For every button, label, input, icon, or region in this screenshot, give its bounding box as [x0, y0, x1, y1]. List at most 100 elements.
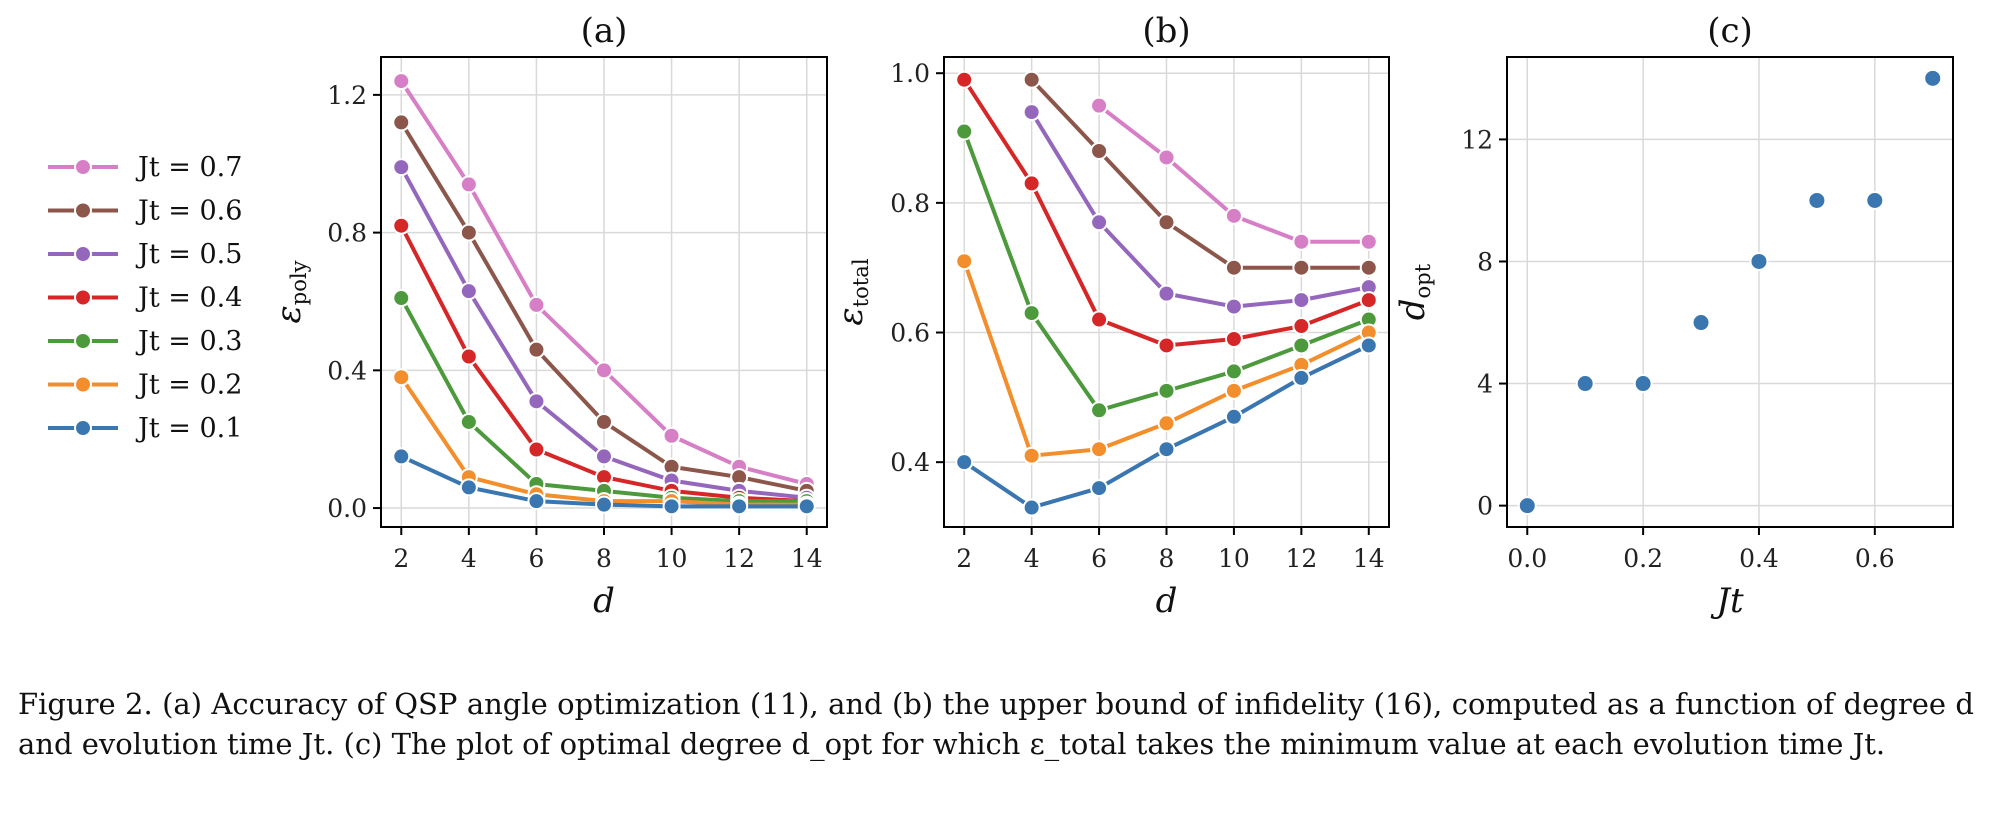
- data-point: [1022, 446, 1041, 465]
- x-axis-label: d: [1156, 581, 1178, 621]
- data-point: [1090, 142, 1109, 160]
- data-point: [1575, 374, 1595, 394]
- data-point: [662, 497, 681, 516]
- data-point: [955, 453, 974, 472]
- y-tick-label: 0.4: [327, 356, 367, 385]
- y-tick-label: 8: [1477, 247, 1493, 276]
- data-point: [1923, 68, 1943, 88]
- x-tick-label: 6: [528, 544, 544, 573]
- legend-label: Jt = 0.2: [135, 370, 242, 401]
- y-axis-label: dopt: [1393, 263, 1435, 320]
- data-point: [1807, 190, 1827, 210]
- data-point: [1224, 381, 1243, 400]
- data-point: [1157, 440, 1176, 459]
- data-point: [527, 295, 546, 314]
- data-point: [1292, 258, 1311, 277]
- x-axis-label: Jt: [1710, 581, 1744, 621]
- data-point: [1224, 330, 1243, 348]
- data-point: [392, 158, 411, 177]
- x-tick-label: 8: [596, 544, 612, 573]
- legend: Jt = 0.7 Jt = 0.6 Jt = 0.5 Jt = 0.4 Jt = 0.3…: [48, 152, 242, 444]
- data-point: [527, 440, 546, 459]
- legend-swatch-marker: [74, 332, 92, 350]
- legend-label: Jt = 0.6: [135, 196, 242, 227]
- data-point: [1157, 284, 1176, 303]
- data-point: [1022, 103, 1041, 122]
- data-point: [1090, 310, 1109, 329]
- panel-title: (c): [1707, 11, 1753, 51]
- legend-label: Jt = 0.5: [135, 239, 242, 270]
- data-point: [1292, 317, 1311, 336]
- y-tick-label: 0.6: [890, 319, 930, 348]
- figure-canvas: Jt = 0.7 Jt = 0.6 Jt = 0.5 Jt = 0.4 Jt = 0.3…: [48, 11, 1954, 621]
- data-point: [955, 122, 974, 141]
- data-point: [595, 447, 613, 466]
- data-point: [1157, 336, 1176, 355]
- legend-label: Jt = 0.4: [135, 283, 242, 314]
- x-tick-label: 2: [956, 544, 972, 573]
- axes-frame: [1506, 56, 1954, 528]
- data-point: [527, 340, 546, 359]
- data-point: [1691, 313, 1711, 333]
- y-tick-label: 0.4: [890, 448, 930, 477]
- data-point: [392, 447, 411, 466]
- y-tick-label: 0.8: [327, 219, 367, 248]
- data-point: [797, 497, 816, 516]
- data-point: [1292, 336, 1311, 355]
- x-tick-label: 10: [656, 544, 688, 573]
- legend-swatch-marker: [74, 375, 92, 394]
- data-point: [1359, 232, 1378, 251]
- y-axis-label: εtotal: [831, 258, 873, 325]
- caption-text: Figure 2. (a) Accuracy of QSP angle opti…: [18, 687, 1974, 761]
- panel-a-epsilon-poly: 2 4 6 8 10 12 14 0.0 0.4 0.8 1.2 (a) d εpoly: [269, 11, 828, 621]
- data-point: [1359, 258, 1378, 277]
- y-axis-label: εpoly: [269, 260, 311, 323]
- y-tick-label: 1.2: [327, 81, 367, 110]
- figure-caption: Figure 2. (a) Accuracy of QSP angle opti…: [18, 684, 1974, 764]
- data-point: [1022, 498, 1041, 517]
- legend-swatch-marker: [74, 419, 92, 437]
- y-tick-label: 0: [1477, 492, 1493, 521]
- x-tick-label: 0.6: [1855, 544, 1895, 573]
- x-tick-label: 14: [1353, 544, 1385, 573]
- data-point: [1157, 381, 1176, 400]
- data-point: [1292, 232, 1311, 251]
- legend-swatch-marker: [74, 288, 92, 307]
- x-tick-label: 12: [723, 544, 755, 573]
- x-tick-label: 0.0: [1507, 544, 1547, 573]
- data-point: [459, 223, 478, 242]
- y-tick-label: 12: [1461, 125, 1493, 154]
- data-point: [459, 282, 478, 301]
- legend-swatch-marker: [74, 245, 92, 263]
- data-point: [1224, 407, 1243, 426]
- x-tick-label: 0.4: [1739, 544, 1779, 573]
- data-point: [955, 252, 974, 271]
- panel-c-d-opt: 0.0 0.2 0.4 0.6 0 4 8 12 (c) Jt dopt: [1393, 11, 1954, 621]
- data-point: [1157, 148, 1176, 167]
- data-point: [595, 495, 613, 514]
- legend-label: Jt = 0.1: [135, 413, 242, 444]
- data-point: [1865, 190, 1885, 210]
- data-point: [1224, 206, 1243, 225]
- y-tick-label: 4: [1477, 370, 1493, 399]
- data-point: [1157, 213, 1176, 232]
- y-tick-label: 1.0: [890, 59, 930, 88]
- data-point: [1633, 374, 1653, 394]
- series-line: [1029, 111, 1370, 309]
- x-tick-label: 8: [1159, 544, 1175, 573]
- data-point: [392, 368, 411, 387]
- data-point: [459, 347, 478, 366]
- x-tick-label: 0.2: [1623, 544, 1663, 573]
- x-tick-label: 4: [461, 544, 477, 573]
- data-point: [1292, 368, 1311, 387]
- data-point: [1224, 297, 1243, 316]
- data-point: [392, 72, 411, 91]
- x-tick-label: 14: [791, 544, 823, 573]
- data-point: [459, 478, 478, 497]
- x-tick-label: 6: [1091, 544, 1107, 573]
- y-tick-label: 0.0: [327, 494, 367, 523]
- data-point: [1517, 496, 1537, 516]
- panel-b-epsilon-total: 2 4 6 8 10 12 14 0.4 0.6 0.8 1.0 (b) d εtotal: [831, 11, 1390, 621]
- x-tick-label: 10: [1218, 544, 1250, 573]
- data-point: [1090, 440, 1109, 459]
